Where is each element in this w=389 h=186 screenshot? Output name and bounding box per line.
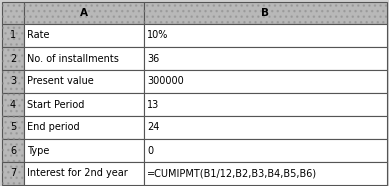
Text: 4: 4 (10, 100, 16, 110)
Bar (24, 70, 144, 93)
Text: 24: 24 (147, 123, 159, 132)
Bar (144, 70, 387, 93)
Text: 10%: 10% (147, 31, 168, 41)
Text: No. of installments: No. of installments (27, 54, 119, 63)
Bar (144, 2, 387, 24)
Bar (2, 93, 24, 116)
Bar (2, 70, 24, 93)
Text: Interest for 2nd year: Interest for 2nd year (27, 169, 128, 179)
Text: 7: 7 (10, 169, 16, 179)
Bar (2, 139, 24, 162)
Bar (24, 2, 144, 24)
Bar (24, 47, 144, 70)
Text: 13: 13 (147, 100, 159, 110)
Text: 6: 6 (10, 145, 16, 155)
Bar (2, 70, 24, 93)
Bar (144, 2, 387, 24)
Text: Present value: Present value (27, 76, 94, 86)
Text: 1: 1 (10, 31, 16, 41)
Bar (144, 24, 387, 47)
Bar (24, 162, 144, 185)
Text: A: A (80, 8, 88, 18)
Bar (2, 162, 24, 185)
Text: 0: 0 (147, 145, 153, 155)
Bar (144, 47, 387, 70)
Bar (2, 2, 24, 24)
Bar (2, 47, 24, 70)
Bar (2, 139, 24, 162)
Bar (2, 162, 24, 185)
Bar (144, 116, 387, 139)
Bar (2, 24, 24, 47)
Text: 3: 3 (10, 76, 16, 86)
Text: 5: 5 (10, 123, 16, 132)
Text: 2: 2 (10, 54, 16, 63)
Text: B: B (261, 8, 270, 18)
Text: Start Period: Start Period (27, 100, 84, 110)
Text: 36: 36 (147, 54, 159, 63)
Text: =CUMIPMT(B1/12,B2,B3,B4,B5,B6): =CUMIPMT(B1/12,B2,B3,B4,B5,B6) (147, 169, 317, 179)
Bar (2, 2, 24, 24)
Bar (24, 24, 144, 47)
Bar (144, 162, 387, 185)
Bar (24, 116, 144, 139)
Bar (2, 116, 24, 139)
Bar (2, 93, 24, 116)
Text: End period: End period (27, 123, 80, 132)
Bar (144, 93, 387, 116)
Bar (24, 2, 144, 24)
Bar (2, 24, 24, 47)
Bar (24, 139, 144, 162)
Bar (144, 139, 387, 162)
Text: Type: Type (27, 145, 49, 155)
Bar (24, 93, 144, 116)
Bar (2, 116, 24, 139)
Bar (2, 47, 24, 70)
Text: 300000: 300000 (147, 76, 184, 86)
Text: Rate: Rate (27, 31, 49, 41)
